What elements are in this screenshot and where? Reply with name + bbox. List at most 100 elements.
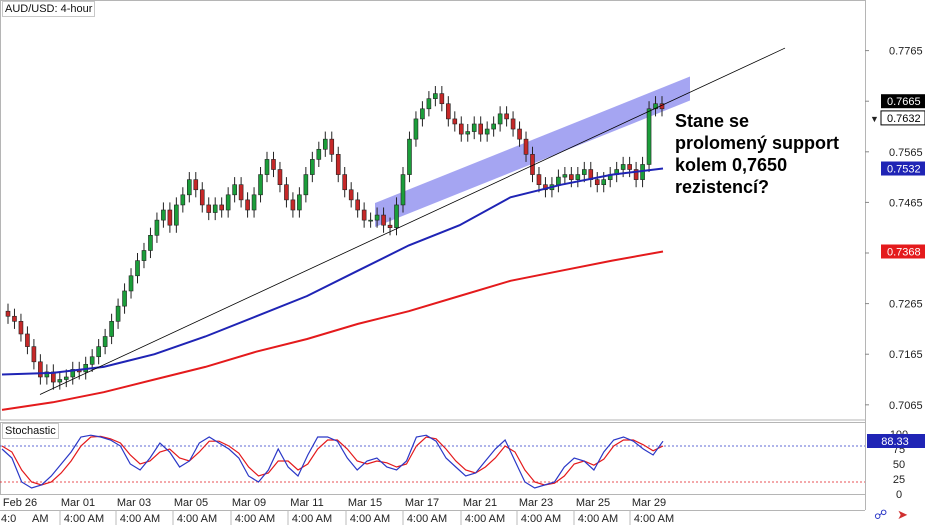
date-tick-label: Feb 26 <box>3 497 37 509</box>
candle-body <box>193 179 199 191</box>
price-badge-label: 0.7532 <box>887 164 921 176</box>
candle-body <box>154 219 160 236</box>
time-tick-label: 4:00 AM <box>578 513 618 525</box>
candle-body <box>381 214 386 226</box>
candle-body <box>316 148 322 160</box>
price-badge-label: 0.7368 <box>887 246 921 258</box>
candle-body <box>219 204 224 211</box>
candle-body <box>44 371 50 378</box>
price-badge <box>881 94 925 109</box>
candle-body <box>400 174 406 206</box>
price-tick-label: 0.7265 <box>889 299 923 311</box>
candle-body <box>322 138 328 150</box>
candle-body <box>187 179 192 196</box>
candle-body <box>251 194 257 211</box>
time-tick-label: 4:00 AM <box>521 513 561 525</box>
candle-body <box>465 131 471 135</box>
time-tick-label: 4:0 <box>1 513 16 525</box>
candle-body <box>38 361 43 378</box>
candle-body <box>569 174 574 180</box>
price-tick-label: 0.7065 <box>889 400 923 412</box>
date-tick-label: Mar 09 <box>232 497 266 509</box>
candle-body <box>601 179 607 185</box>
link-icon[interactable]: ☍ <box>874 508 888 523</box>
candle-body <box>258 174 263 196</box>
candle-body <box>374 214 380 221</box>
candle-body <box>478 123 483 135</box>
candle-body <box>439 93 445 105</box>
candle-body <box>128 275 134 292</box>
stoch-tick-label: 0 <box>896 489 902 501</box>
candle-body <box>148 235 153 251</box>
candle-body <box>594 179 600 185</box>
price-tick-label: 0.7765 <box>889 46 923 58</box>
annotation-line-4: rezistencí? <box>675 177 770 197</box>
price-badge-label: 0.7632 <box>887 113 921 125</box>
date-tick-label: Mar 23 <box>519 497 553 509</box>
chart-title: AUD/USD: 4-hour <box>2 1 96 17</box>
time-tick-label: 4:00 AM <box>465 513 505 525</box>
time-tick-label: AM <box>32 513 49 525</box>
candle-body <box>497 113 503 125</box>
ma-slow-line <box>1 250 664 411</box>
stoch-pane-frame <box>0 422 866 495</box>
time-tick-label: 4:00 AM <box>292 513 332 525</box>
candle-body <box>342 174 348 191</box>
stoch-tick-label: 25 <box>893 474 905 486</box>
candle-body <box>361 209 367 221</box>
candle-body <box>174 204 179 226</box>
candle-body <box>115 305 121 322</box>
stoch-tick-label: 50 <box>893 459 905 471</box>
candle-body <box>433 93 438 99</box>
candle-body <box>232 184 237 196</box>
price-badge <box>881 244 925 259</box>
price-badge <box>880 110 925 126</box>
candle-body <box>271 159 276 170</box>
candle-body <box>329 138 335 155</box>
candle-body <box>504 113 509 120</box>
candle-body <box>517 128 522 140</box>
candle-body <box>627 164 632 170</box>
candle-body <box>63 376 69 380</box>
candle-body <box>556 176 561 185</box>
candle-body <box>89 356 95 365</box>
date-tick-label: Mar 01 <box>61 497 95 509</box>
candle-body <box>633 169 639 180</box>
candle-body <box>355 199 360 211</box>
date-tick-label: Mar 25 <box>576 497 610 509</box>
indicator-title: Stochastic <box>2 423 59 439</box>
time-tick-label: 4:00 AM <box>634 513 674 525</box>
candle-body <box>109 321 114 337</box>
candle-body <box>420 108 425 120</box>
candle-body <box>135 260 140 277</box>
pin-icon[interactable]: ➤ <box>897 508 908 523</box>
date-tick-label: Mar 21 <box>463 497 497 509</box>
time-tick-label: 4:00 AM <box>177 513 217 525</box>
candle-body <box>413 118 419 140</box>
candle-body <box>446 103 451 120</box>
annotation-line-3: kolem 0,7650 <box>675 155 788 175</box>
time-tick-label: 4:00 AM <box>64 513 104 525</box>
trendline <box>39 47 786 395</box>
candle-body <box>335 154 341 175</box>
current-price-marker: ▼ <box>870 114 879 124</box>
candle-body <box>426 98 432 110</box>
candle-body <box>575 174 581 180</box>
stoch-d-line <box>1 435 664 486</box>
candle-body <box>31 346 37 363</box>
date-tick-label: Mar 17 <box>405 497 439 509</box>
price-badge-label: 0.7665 <box>887 96 921 108</box>
candle-body <box>510 118 516 130</box>
candle-body <box>161 209 166 221</box>
candle-body <box>25 333 30 347</box>
candle-body <box>620 164 626 170</box>
candle-body <box>290 199 296 211</box>
date-tick-label: Mar 11 <box>290 497 323 509</box>
candle-body <box>310 159 315 175</box>
candle-body <box>394 204 399 229</box>
date-tick-label: Mar 03 <box>117 497 151 509</box>
candle-body <box>303 174 309 196</box>
candle-body <box>102 336 108 347</box>
candle-body <box>407 138 412 175</box>
